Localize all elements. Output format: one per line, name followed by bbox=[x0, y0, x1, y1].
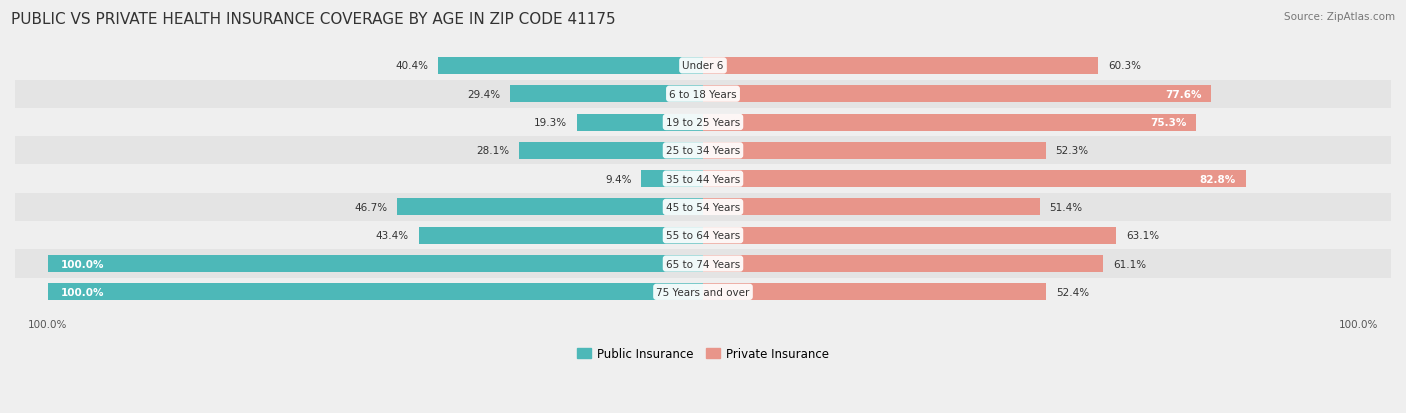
Text: 35 to 44 Years: 35 to 44 Years bbox=[666, 174, 740, 184]
Text: 51.4%: 51.4% bbox=[1050, 202, 1083, 212]
Bar bbox=[439, 58, 703, 75]
Bar bbox=[576, 114, 703, 131]
Text: 75.3%: 75.3% bbox=[1150, 118, 1187, 128]
Bar bbox=[703, 284, 1046, 301]
Text: 45 to 54 Years: 45 to 54 Years bbox=[666, 202, 740, 212]
Text: 100.0%: 100.0% bbox=[60, 259, 104, 269]
Text: 25 to 34 Years: 25 to 34 Years bbox=[666, 146, 740, 156]
Text: 60.3%: 60.3% bbox=[1108, 61, 1140, 71]
Bar bbox=[510, 86, 703, 103]
Bar bbox=[703, 199, 1040, 216]
Text: 75 Years and over: 75 Years and over bbox=[657, 287, 749, 297]
Bar bbox=[15, 109, 1391, 137]
Bar bbox=[703, 227, 1116, 244]
Text: 52.3%: 52.3% bbox=[1056, 146, 1088, 156]
Text: 65 to 74 Years: 65 to 74 Years bbox=[666, 259, 740, 269]
Bar bbox=[703, 142, 1046, 159]
Text: 52.4%: 52.4% bbox=[1056, 287, 1090, 297]
Bar bbox=[15, 193, 1391, 221]
Bar bbox=[703, 86, 1212, 103]
Text: 82.8%: 82.8% bbox=[1199, 174, 1236, 184]
Bar bbox=[15, 137, 1391, 165]
Bar bbox=[15, 165, 1391, 193]
Text: 55 to 64 Years: 55 to 64 Years bbox=[666, 231, 740, 241]
Text: 28.1%: 28.1% bbox=[475, 146, 509, 156]
Text: Under 6: Under 6 bbox=[682, 61, 724, 71]
Bar bbox=[15, 221, 1391, 250]
Bar bbox=[15, 250, 1391, 278]
Text: 29.4%: 29.4% bbox=[467, 90, 501, 100]
Text: 61.1%: 61.1% bbox=[1114, 259, 1146, 269]
Bar bbox=[703, 114, 1197, 131]
Bar bbox=[48, 255, 703, 272]
Bar bbox=[641, 171, 703, 188]
Bar bbox=[519, 142, 703, 159]
Text: 46.7%: 46.7% bbox=[354, 202, 387, 212]
Text: 43.4%: 43.4% bbox=[375, 231, 409, 241]
Bar bbox=[703, 58, 1098, 75]
Text: 9.4%: 9.4% bbox=[605, 174, 631, 184]
Legend: Public Insurance, Private Insurance: Public Insurance, Private Insurance bbox=[572, 342, 834, 365]
Text: 19.3%: 19.3% bbox=[534, 118, 567, 128]
Text: Source: ZipAtlas.com: Source: ZipAtlas.com bbox=[1284, 12, 1395, 22]
Bar bbox=[419, 227, 703, 244]
Bar bbox=[48, 284, 703, 301]
Text: 77.6%: 77.6% bbox=[1166, 90, 1202, 100]
Bar bbox=[15, 81, 1391, 109]
Bar bbox=[703, 171, 1246, 188]
Bar bbox=[703, 255, 1104, 272]
Text: 63.1%: 63.1% bbox=[1126, 231, 1160, 241]
Text: 6 to 18 Years: 6 to 18 Years bbox=[669, 90, 737, 100]
Text: 19 to 25 Years: 19 to 25 Years bbox=[666, 118, 740, 128]
Bar bbox=[15, 52, 1391, 81]
Text: PUBLIC VS PRIVATE HEALTH INSURANCE COVERAGE BY AGE IN ZIP CODE 41175: PUBLIC VS PRIVATE HEALTH INSURANCE COVER… bbox=[11, 12, 616, 27]
Text: 100.0%: 100.0% bbox=[60, 287, 104, 297]
Bar bbox=[15, 278, 1391, 306]
Text: 40.4%: 40.4% bbox=[395, 61, 429, 71]
Bar bbox=[396, 199, 703, 216]
